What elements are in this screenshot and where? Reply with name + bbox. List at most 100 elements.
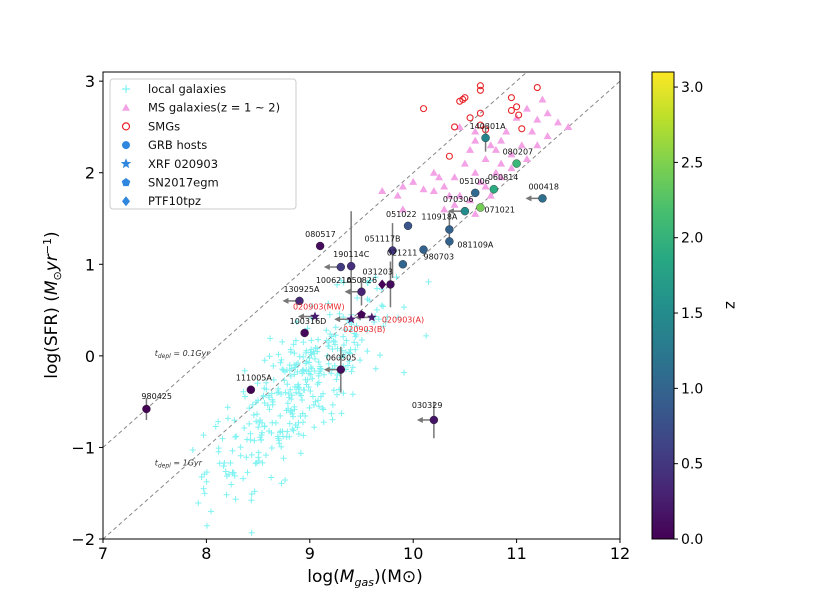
y-tick-label: 2: [85, 164, 95, 183]
legend-box: [109, 78, 297, 210]
local-galaxy-point: [200, 485, 207, 492]
local-galaxy-point: [228, 481, 235, 488]
local-galaxy-point: [287, 373, 294, 379]
local-galaxy-point: [300, 386, 307, 393]
y-tick-label: 0: [85, 347, 95, 366]
ms-galaxy-point: [507, 150, 516, 158]
local-galaxy-point: [343, 337, 350, 344]
grb-host-label: 100621A: [316, 276, 353, 285]
local-galaxy-point: [248, 497, 255, 504]
local-galaxy-point: [289, 426, 296, 433]
local-galaxy-point: [309, 375, 316, 382]
local-galaxy-point: [328, 410, 335, 417]
local-galaxy-point: [295, 431, 302, 438]
ms-galaxy-point: [476, 177, 485, 185]
local-galaxy-point: [294, 368, 301, 375]
local-galaxy-point: [224, 415, 231, 422]
local-galaxy-point: [347, 346, 354, 353]
ms-galaxy-point: [435, 173, 444, 181]
local-galaxy-point: [195, 500, 202, 507]
colorbar-tick-label: 0.5: [681, 457, 703, 473]
grb-host-label: 111005A: [236, 374, 273, 383]
local-galaxy-point: [261, 357, 268, 364]
local-galaxy-point: [203, 522, 210, 529]
legend-marker-grb: [122, 141, 130, 150]
local-galaxy-point: [229, 469, 236, 476]
colorbar-tick-label: 2.5: [681, 155, 703, 171]
colorbar-label: z: [722, 301, 740, 309]
local-galaxy-point: [425, 278, 432, 285]
local-galaxy-point: [240, 475, 247, 482]
local-galaxy-point: [286, 433, 293, 440]
local-galaxy-point: [201, 471, 208, 478]
grb-host-label: 080517: [305, 230, 336, 239]
local-galaxy-point: [275, 351, 282, 358]
local-galaxy-point: [289, 410, 296, 417]
xrf-020903-point: [346, 314, 356, 324]
local-galaxy-point: [364, 296, 371, 303]
local-galaxy-point: [189, 447, 196, 454]
smg-point: [456, 97, 464, 105]
local-galaxy-point: [364, 279, 371, 286]
legend-label-grb: GRB hosts: [148, 138, 207, 152]
smg-point: [533, 84, 541, 92]
y-tick-label: −1: [71, 438, 95, 457]
local-galaxy-point: [254, 411, 261, 418]
local-galaxy-point: [332, 332, 339, 339]
local-galaxy-point: [330, 387, 337, 394]
grb-host-point: [142, 404, 151, 414]
local-galaxy-point: [300, 353, 307, 360]
local-galaxy-point: [268, 445, 275, 452]
local-galaxy-point: [376, 352, 383, 359]
grb-host-point: [295, 296, 304, 306]
local-galaxy-point: [249, 401, 256, 408]
local-galaxy-point: [293, 389, 300, 396]
local-galaxy-point: [349, 391, 356, 398]
local-galaxy-point: [277, 412, 284, 419]
local-galaxy-point: [309, 393, 316, 400]
local-galaxy-point: [237, 452, 244, 459]
plot-frame: [102, 71, 621, 540]
local-galaxy-point: [338, 347, 345, 354]
local-galaxy-point: [227, 460, 234, 467]
local-galaxy-point: [231, 472, 238, 479]
local-galaxy-point: [292, 364, 299, 371]
local-galaxy-point: [315, 359, 322, 366]
local-galaxy-point: [259, 459, 266, 466]
smg-point: [476, 82, 484, 90]
upper-limit-arrowhead: [297, 313, 304, 320]
local-galaxy-point: [253, 399, 260, 406]
xrf-020903-label: 020903(MW): [293, 302, 345, 311]
legend-label-smg: SMGs: [148, 119, 180, 133]
local-galaxy-point: [287, 348, 294, 355]
ms-galaxy-point: [455, 191, 464, 199]
local-galaxy-point: [286, 420, 293, 427]
ms-galaxy-point: [471, 209, 480, 217]
local-galaxy-point: [351, 339, 358, 346]
local-galaxy-point: [378, 302, 385, 309]
smg-point: [451, 123, 459, 131]
local-galaxy-point: [311, 355, 318, 362]
colorbar-tick-label: 1.0: [681, 381, 703, 397]
local-galaxy-point: [286, 362, 293, 369]
local-galaxy-point: [200, 432, 207, 439]
local-galaxy-point: [303, 381, 310, 388]
ms-galaxy-point: [553, 118, 562, 126]
colorbar-tick-label: 3.0: [681, 80, 703, 96]
local-galaxy-point: [275, 385, 282, 392]
grb-host-point: [460, 206, 470, 216]
local-galaxy-point: [275, 437, 282, 444]
ms-galaxy-point: [466, 145, 475, 153]
local-galaxy-point: [266, 428, 273, 435]
grb-host-label: 050826: [347, 276, 378, 285]
local-galaxy-point: [248, 451, 255, 458]
local-galaxy-point: [285, 405, 292, 412]
grb-host-point: [336, 365, 346, 374]
local-galaxy-point: [308, 337, 315, 344]
x-tick-label: 8: [201, 544, 211, 563]
local-galaxy-point: [372, 365, 379, 372]
local-galaxy-point: [315, 403, 322, 410]
local-galaxy-point: [279, 338, 286, 345]
ms-galaxy-point: [507, 164, 516, 172]
ms-galaxy-point: [445, 191, 454, 199]
